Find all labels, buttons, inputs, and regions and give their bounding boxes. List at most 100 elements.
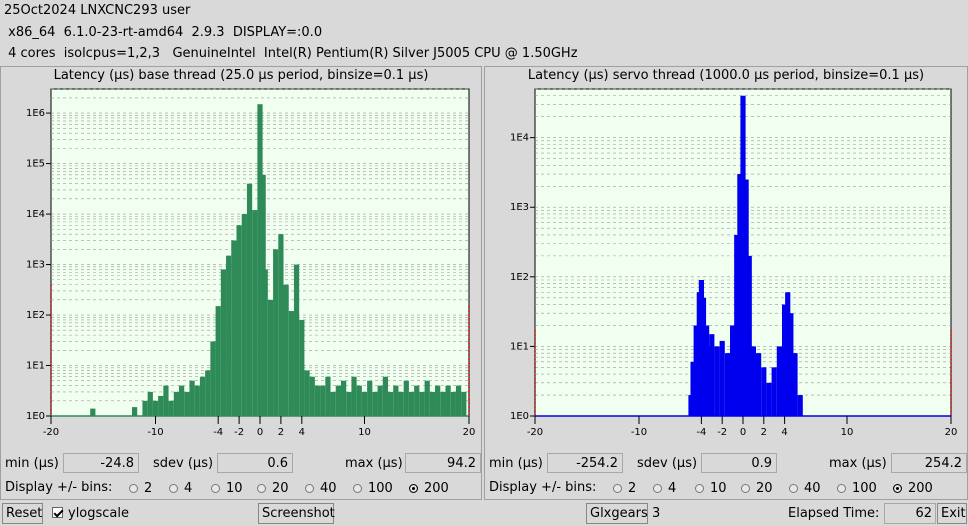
servo-max-label: max (µs) [829,456,887,471]
histogram-bar [236,225,242,416]
histogram-bar [797,395,803,416]
histogram-bar [771,367,777,416]
servo-bins-row: Display +/- bins: 2 4 10 20 40 100 200 [485,478,967,498]
servo-bins-label: Display +/- bins: [489,480,597,495]
histogram-bar [792,353,798,416]
servo-chart-title: Latency (µs) servo thread (1000.0 µs per… [527,68,925,83]
reset-button[interactable]: Reset [2,503,43,524]
histogram-bar [252,210,258,416]
servo-bins-radio-200[interactable]: 200 [893,481,933,496]
histogram-bar [241,214,247,416]
x-tick-label: -4 [213,427,223,438]
histogram-bar [267,299,274,416]
x-tick-label: 10 [358,427,371,438]
histogram-bar [704,325,710,416]
base-chart-title: Latency (µs) base thread (25.0 µs period… [53,68,429,83]
base-bins-radio-100[interactable]: 100 [353,481,393,496]
x-tick-label: -2 [234,427,244,438]
servo-bins-radio-10[interactable]: 10 [695,481,727,496]
histogram-bar [382,376,389,416]
histogram-bar [246,183,253,416]
x-tick-label: 20 [945,427,958,438]
servo-max-value: 254.2 [891,453,967,473]
histogram-bar [205,370,211,416]
y-tick-label: 1E2 [26,310,45,321]
x-tick-label: -2 [717,427,727,438]
histogram-bar [215,306,221,416]
ylogscale-label: ylogscale [68,506,130,521]
histogram-bar [304,370,310,416]
histogram-bar [714,346,720,416]
histogram-bar [435,385,441,416]
histogram-bar [746,255,752,416]
x-tick-label: 20 [463,427,476,438]
histogram-bar [330,391,336,416]
base-bins-radio-2[interactable]: 2 [129,481,152,496]
base-min-label: min (µs) [5,456,59,471]
glxgears-count: 3 [652,506,661,521]
glxgears-button[interactable]: Glxgears [586,503,648,524]
base-bins-radio-10[interactable]: 10 [211,481,243,496]
histogram-bar [414,385,420,416]
screenshot-button[interactable]: Screenshot [258,503,335,524]
histogram-bar [709,334,715,416]
histogram-bar [90,408,96,416]
histogram-bar [152,400,159,416]
histogram-bar [700,297,707,416]
base-bins-radio-4[interactable]: 4 [169,481,192,496]
y-tick-label: 1E2 [510,272,529,283]
histogram-bar [184,391,190,416]
base-sdev-label: sdev (µs) [153,456,214,471]
x-tick-label: 2 [278,427,284,438]
x-tick-label: 10 [841,427,854,438]
histogram-bar [231,240,237,416]
base-sdev-value: 0.6 [217,453,293,473]
histogram-bar [377,385,383,416]
servo-min-label: min (µs) [489,456,543,471]
base-bins-radio-20[interactable]: 20 [257,481,289,496]
histogram-bar [756,353,762,416]
x-tick-label: -20 [43,427,59,438]
servo-thread-panel: Latency (µs) servo thread (1000.0 µs per… [484,66,968,500]
histogram-bar [734,234,740,416]
base-bins-radio-200[interactable]: 200 [409,481,449,496]
histogram-bar [314,385,321,416]
y-tick-label: 1E4 [26,209,45,220]
histogram-bar [724,353,730,416]
histogram-bar [346,391,352,416]
histogram-bar [189,380,195,416]
histogram-bar [372,391,378,416]
histogram-bar [719,340,725,416]
histogram-bar [761,367,767,416]
histogram-bar [393,385,399,416]
servo-bins-radio-20[interactable]: 20 [741,481,773,496]
servo-bins-radio-2[interactable]: 2 [613,481,636,496]
servo-bins-radio-4[interactable]: 4 [653,481,676,496]
histogram-bar [429,391,436,416]
histogram-bar [299,319,305,416]
exit-button[interactable]: Exit [937,503,967,524]
histogram-bar [147,391,153,416]
histogram-bar [785,292,791,416]
y-tick-label: 1E4 [510,133,529,144]
servo-min-value: -254.2 [547,453,623,473]
histogram-bar [776,346,782,416]
base-bins-radio-40[interactable]: 40 [305,481,337,496]
histogram-bar [690,361,696,416]
histogram-bar [288,311,294,416]
servo-sdev-label: sdev (µs) [637,456,698,471]
servo-sdev-value: 0.9 [701,453,777,473]
elapsed-time-value: 62 [884,503,936,524]
histogram-bar [445,385,451,416]
ylogscale-checkbox[interactable] [52,507,63,518]
histogram-bar [179,385,185,416]
histogram-bar [737,174,743,416]
histogram-bar [782,304,788,416]
histogram-bar [361,391,368,416]
x-tick-label: -10 [147,427,163,438]
servo-bins-radio-40[interactable]: 40 [789,481,821,496]
servo-bins-radio-100[interactable]: 100 [837,481,877,496]
histogram-bar [750,346,756,416]
base-thread-panel: Latency (µs) base thread (25.0 µs period… [0,66,482,500]
